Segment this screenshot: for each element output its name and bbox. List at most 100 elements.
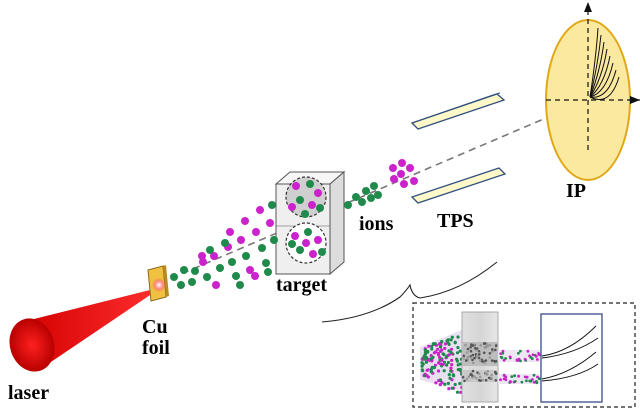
grid-speckle (484, 359, 488, 362)
inset-particle (455, 357, 459, 361)
grid-speckle (469, 346, 472, 349)
ion-dot-icon (304, 228, 312, 236)
inset-particle (529, 356, 533, 359)
inset-particle (456, 345, 460, 350)
ion-dot-icon (358, 198, 366, 206)
grid-speckle (493, 359, 496, 363)
inset-particle (458, 381, 462, 386)
grid-speckle (491, 348, 494, 351)
inset-particle (438, 345, 443, 349)
grid-speckle (472, 361, 475, 365)
ion-dot-icon (374, 191, 382, 199)
inset-particle (450, 358, 454, 362)
grid-speckle (471, 358, 474, 362)
grid-speckle (479, 379, 482, 383)
inset-particle (499, 378, 502, 382)
inset-particle (438, 342, 442, 346)
inset-particle (504, 357, 507, 360)
grid-speckle (488, 352, 492, 355)
grid-speckle (471, 344, 475, 347)
grid-speckle (475, 377, 478, 380)
inset-particle (447, 342, 451, 346)
ion-dot-icon (241, 217, 249, 225)
inset-beam (498, 374, 540, 384)
grid-speckle (478, 375, 482, 379)
inset-particle (537, 377, 541, 381)
parabola-trace (589, 48, 608, 98)
grid-speckle (473, 347, 477, 350)
ion-dot-icon (406, 164, 414, 172)
inset-particle (449, 338, 453, 342)
grid-speckle (471, 376, 474, 379)
grid-speckle (465, 359, 468, 362)
inset-particle (534, 380, 538, 383)
grid-speckle (464, 343, 467, 347)
inset-particle (536, 375, 539, 379)
ion-dot-icon (258, 244, 266, 252)
inset-particle (430, 347, 434, 351)
ion-dot-icon (203, 273, 211, 281)
grid-speckle (491, 350, 494, 353)
ion-dot-icon (362, 187, 370, 195)
inset-particle (525, 379, 528, 383)
inset-particle (532, 373, 536, 377)
grid-speckle (469, 356, 473, 360)
image-plate-icon (545, 2, 640, 181)
grid-speckle (490, 373, 493, 377)
inset-particle (501, 349, 505, 353)
parabola-trace (589, 76, 620, 100)
ion-dot-icon (314, 189, 322, 197)
grid-speckle (466, 347, 470, 351)
ion-dot-icon (390, 175, 398, 183)
grid-speckle (470, 374, 474, 377)
grid-speckle (463, 379, 466, 383)
inset-particle (501, 351, 505, 355)
inset-particle (441, 362, 445, 366)
inset-particle (424, 360, 428, 364)
inset-particle (443, 382, 447, 386)
inset-particle (459, 390, 463, 394)
ion-dot-icon (367, 194, 375, 202)
inset-particle (431, 342, 435, 346)
laser-label: laser (8, 382, 49, 404)
grid-speckle (490, 376, 493, 380)
ion-dot-icon (170, 273, 178, 281)
ion-dot-icon (400, 180, 408, 188)
inset-particle (427, 344, 431, 348)
inset-particle (502, 377, 506, 381)
inset-trace (541, 363, 599, 382)
inset-particle (420, 364, 424, 368)
inset-particle (499, 352, 503, 355)
ion-dot-icon (251, 272, 259, 280)
inset-beam (498, 350, 540, 362)
inset-particle (438, 378, 442, 382)
tps-label: TPS (437, 210, 474, 232)
inset-particle (420, 361, 424, 365)
inset-particle (421, 369, 425, 373)
inset-particle (449, 366, 453, 370)
inset-particle (442, 369, 446, 373)
parabola-trace (589, 55, 611, 98)
grid-speckle (494, 370, 497, 374)
ion-dot-icon (199, 258, 207, 266)
grid-speckle (462, 354, 466, 358)
inset-particle (441, 352, 445, 356)
grid-speckle (482, 351, 486, 355)
inset-particle (532, 380, 536, 384)
ion-dot-icon (410, 177, 418, 185)
grid-speckle (494, 348, 497, 352)
ion-dot-icon (177, 281, 185, 289)
grid-speckle (471, 353, 475, 357)
grid-speckle (465, 351, 469, 354)
ion-dot-icon (198, 252, 206, 260)
inset-particle (436, 353, 441, 357)
ion-dot-icon (237, 236, 245, 244)
inset-particle (445, 339, 449, 343)
grid-speckle (483, 361, 486, 365)
ion-dot-icon (316, 204, 324, 212)
inset-particle (447, 373, 451, 377)
inset-particle (458, 362, 462, 366)
ion-dot-icon (288, 240, 296, 248)
